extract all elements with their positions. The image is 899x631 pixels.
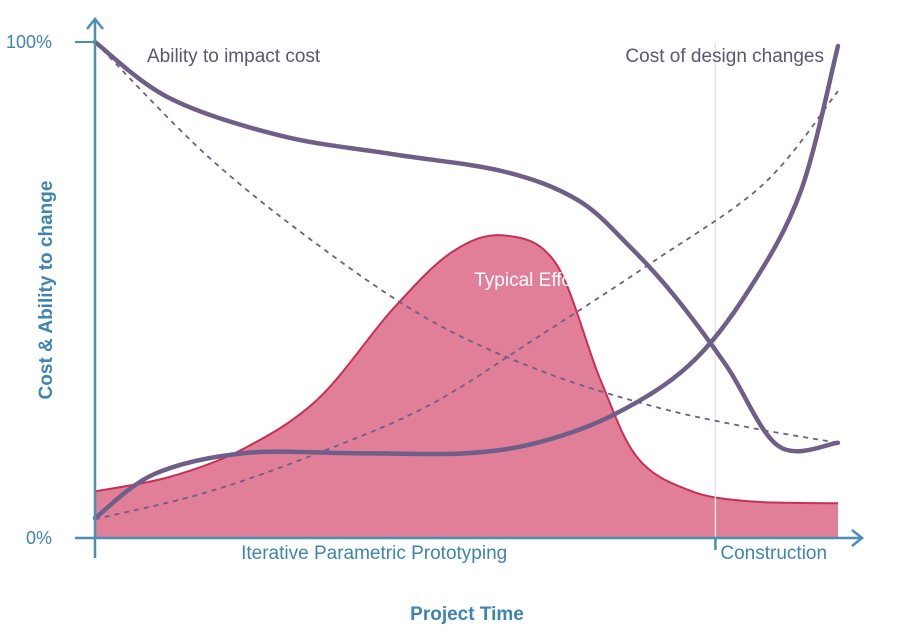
typical-effort-area bbox=[95, 235, 838, 538]
x-axis-title: Project Time bbox=[410, 604, 524, 625]
phase-label-prototyping: Iterative Parametric Prototyping bbox=[241, 543, 507, 564]
phase-label-construction: Construction bbox=[720, 543, 827, 564]
cost-curve-label: Cost of design changes bbox=[625, 46, 824, 67]
ability-curve bbox=[92, 39, 841, 454]
cost-curve bbox=[92, 43, 841, 521]
ability-curve-label: Ability to impact cost bbox=[147, 46, 321, 67]
x-axis-arrow-icon bbox=[851, 529, 865, 547]
y-axis-arrow-icon bbox=[86, 16, 104, 30]
cost-typical-dashed-curve bbox=[94, 90, 839, 521]
typical-effort-outline bbox=[94, 234, 839, 505]
effort-area-label: Typical Effort bbox=[474, 270, 584, 291]
y-tick-label: 0% bbox=[26, 528, 52, 548]
y-axis-title: Cost & Ability to change bbox=[36, 181, 57, 400]
y-tick-label: 100% bbox=[6, 32, 52, 52]
